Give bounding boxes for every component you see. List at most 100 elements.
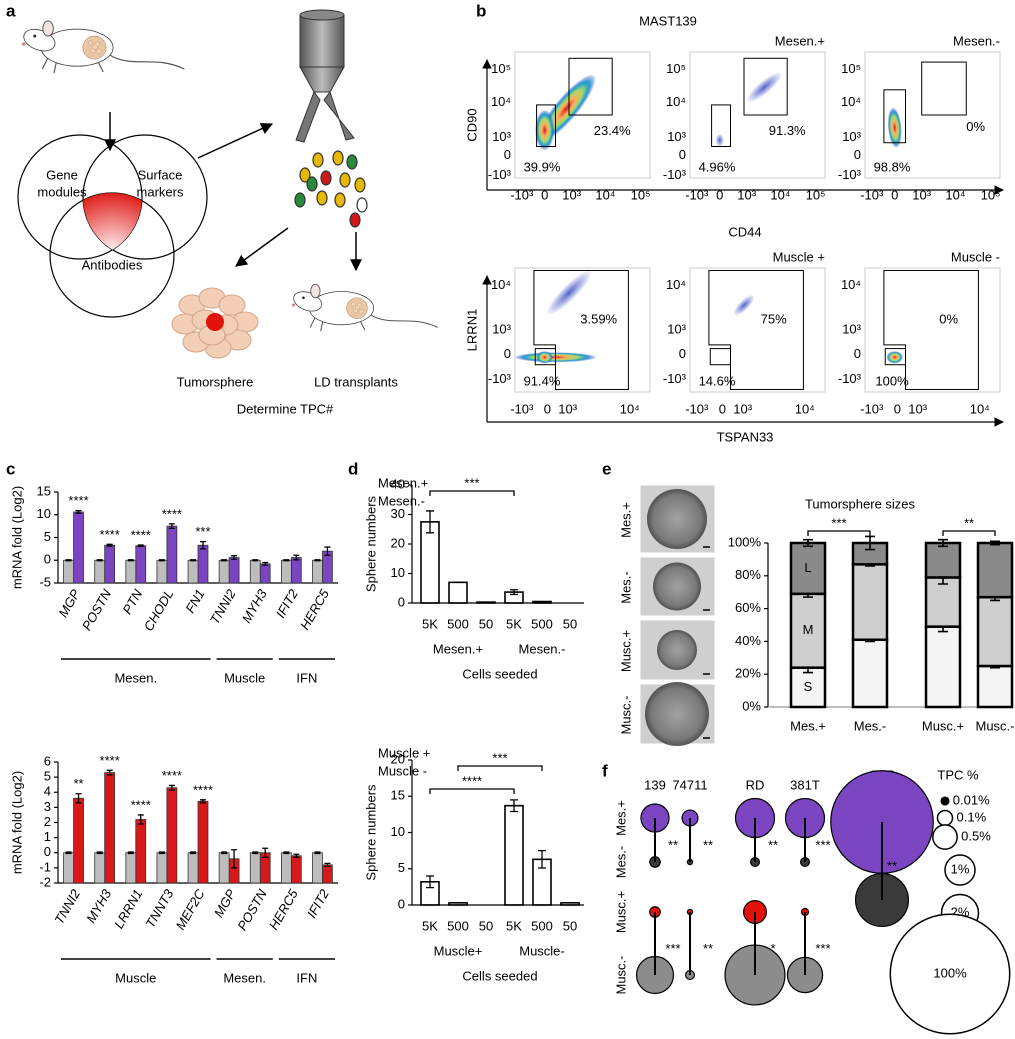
significance-label: *** (195, 524, 210, 539)
error-bar (262, 561, 269, 566)
y-tick-label: 40% (735, 633, 761, 648)
significance-label: ** (73, 776, 83, 791)
sorted-cell (299, 167, 311, 183)
bar (156, 852, 168, 884)
sphere-cell (218, 294, 246, 316)
segment-label: L (804, 560, 811, 575)
x-tick-label: -10³ (510, 401, 534, 416)
group-label: IFN (296, 970, 317, 985)
arrow (197, 123, 274, 159)
bar (312, 852, 323, 884)
sorter-top (299, 9, 345, 21)
row-label: Mes.+ (613, 800, 628, 836)
y-tick-label: 10 (391, 824, 405, 839)
segment-label: S (804, 679, 813, 694)
y-tick-label: 10⁵ (841, 61, 861, 76)
y-tick-label: 20 (391, 751, 405, 766)
y-tick-label: 10⁴ (491, 94, 511, 109)
mouse-tail (369, 313, 438, 328)
error-bar (106, 769, 113, 776)
x-tick-label: 5K (506, 616, 522, 631)
x-tick-label: 0 (541, 187, 548, 202)
significance-label: ** (964, 515, 974, 530)
x-tick-label: 10⁵ (806, 187, 826, 202)
y-tick-label: 10⁴ (491, 277, 511, 292)
panel-label: d (348, 459, 358, 478)
plot-frame (864, 267, 1001, 393)
plot-title: Muscle + (773, 249, 825, 264)
bar (104, 772, 116, 884)
x-tick-label: 10⁴ (795, 401, 815, 416)
gate (536, 104, 556, 147)
x-tick-label: 500 (447, 616, 469, 631)
gate (884, 348, 906, 366)
significance-bracket (942, 530, 996, 536)
y-tick-label: 15 (391, 788, 405, 803)
density-region (733, 295, 755, 316)
y-tick-label: 20% (735, 666, 761, 681)
sphere-core (206, 313, 224, 331)
error-bar (324, 546, 331, 556)
output-label: Tumorsphere (177, 374, 254, 389)
y-tick-label: 10⁵ (491, 61, 511, 76)
panel-label: c (6, 459, 15, 478)
mouse-nose (292, 303, 296, 307)
sphere-photo (647, 489, 707, 549)
y-tick-label: 10⁵ (666, 61, 686, 76)
significance-label: **** (462, 773, 482, 788)
plot-frame (864, 51, 1001, 179)
density-region (747, 72, 782, 102)
venn-label: Surface (138, 167, 183, 182)
y-tick-label: -5 (39, 574, 51, 589)
legend-label: Mesen.+ (378, 475, 428, 490)
tumor-cell (351, 301, 356, 307)
image-label: Musc.- (618, 696, 633, 735)
bar (312, 559, 323, 584)
x-tick-label: -10³ (685, 401, 709, 416)
sorted-cell (356, 197, 368, 213)
gate (883, 89, 907, 144)
significance-label: *** (815, 941, 830, 956)
sorted-cell (312, 152, 324, 168)
y-axis-label: CD90 (464, 108, 479, 141)
y-tick-label: 20 (391, 535, 405, 550)
bar (156, 559, 168, 584)
caption: Determine TPC# (237, 401, 334, 416)
legend-label: 0.5% (961, 828, 991, 843)
significance-label: *** (831, 515, 846, 530)
group-label: Mesen.- (519, 641, 566, 656)
density-region (536, 351, 553, 364)
bar (125, 852, 137, 884)
legend-label: Mesen.- (378, 493, 425, 508)
significance-label: **** (68, 493, 88, 508)
bar (322, 864, 333, 884)
y-tick-label: 10⁴ (666, 94, 686, 109)
mouse-ear (42, 20, 54, 37)
bar-segment (789, 666, 827, 709)
gate (711, 104, 731, 147)
group-label: Muscle (224, 670, 265, 685)
mouse-drawing (22, 20, 185, 74)
venn-label: Gene (46, 167, 78, 182)
gate-percentage: 0% (966, 119, 985, 134)
bar (187, 852, 199, 884)
error-bar (168, 784, 175, 791)
x-tick-label: 50 (563, 918, 577, 933)
gate-percentage: 14.6% (699, 374, 736, 389)
significance-label: *** (464, 475, 479, 490)
bar (280, 852, 292, 884)
error-bar (190, 851, 197, 855)
x-tick-label: 10⁴ (595, 187, 615, 202)
density-region (887, 107, 902, 148)
x-tick-label: 10³ (733, 401, 752, 416)
bar-segment (851, 638, 889, 709)
bar (73, 511, 84, 584)
column-label: RD (746, 777, 765, 792)
bar (125, 559, 137, 584)
y-axis-label: mRNA fold (Log2) (9, 486, 24, 589)
y-tick-label: 10³ (667, 129, 686, 144)
x-tick-label: 10⁵ (981, 187, 1001, 202)
gate (921, 61, 967, 116)
bar (420, 521, 440, 604)
error-bar (231, 849, 238, 869)
